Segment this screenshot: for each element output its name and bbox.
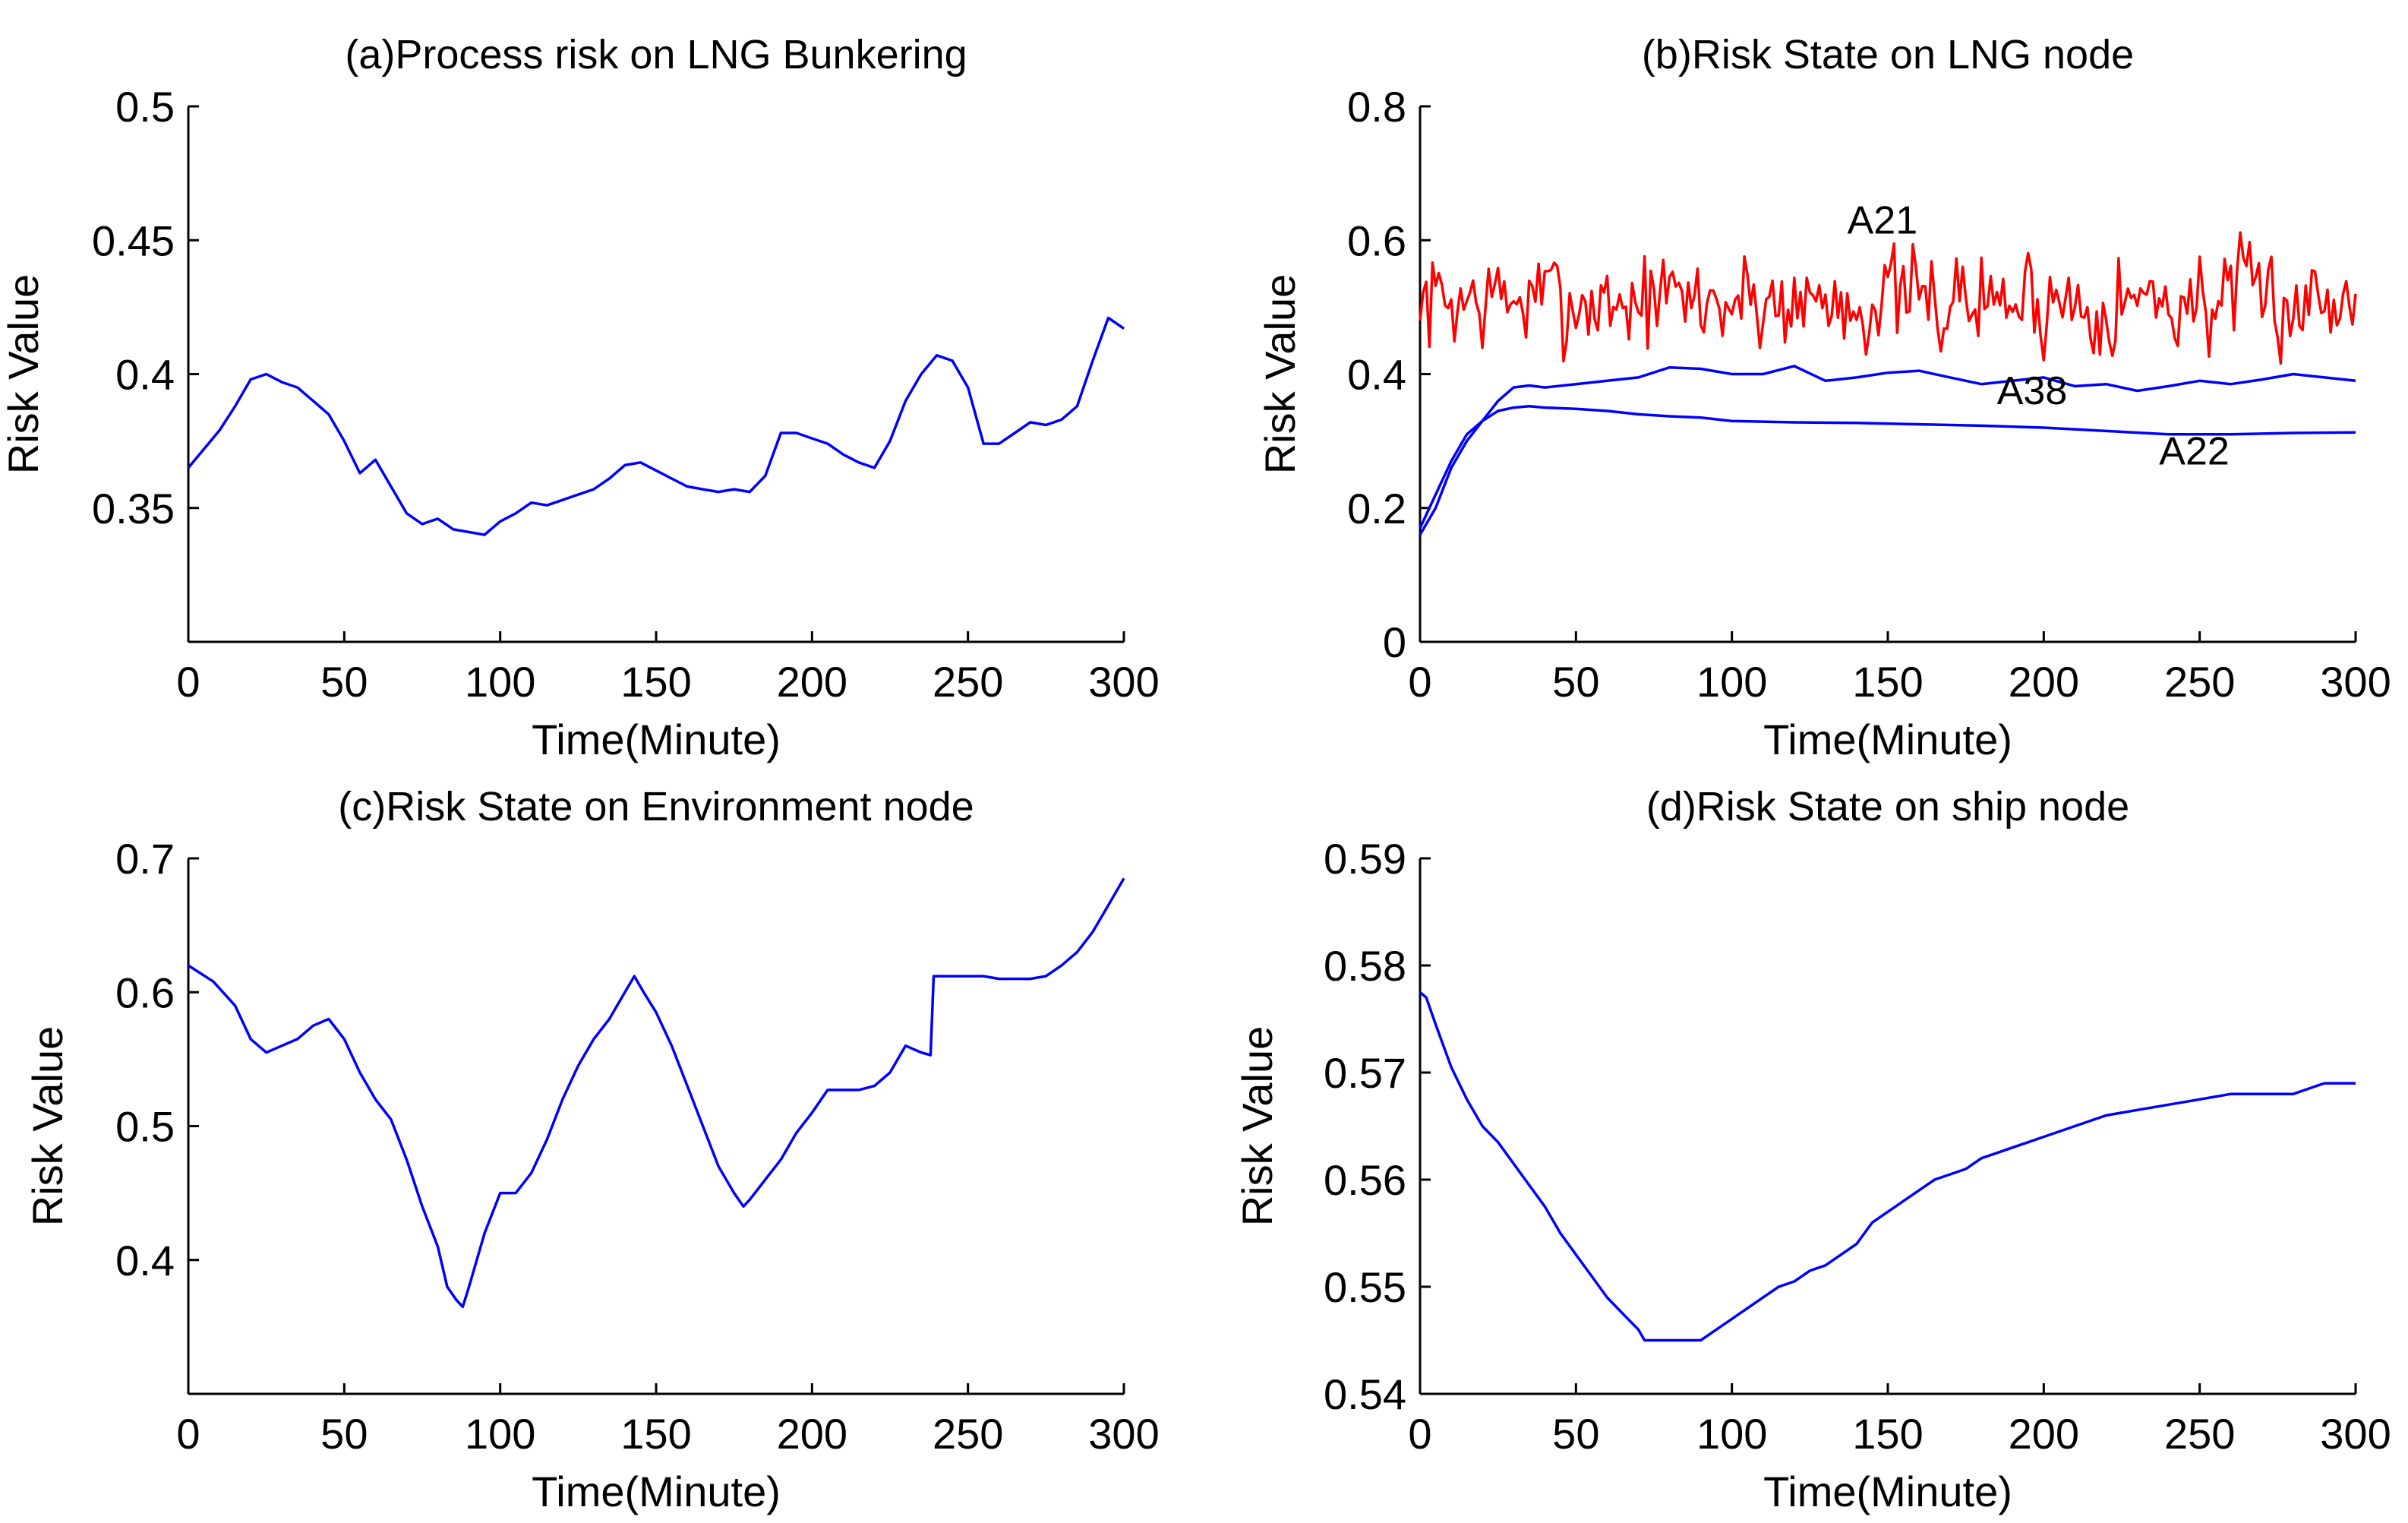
x-tick-label: 50 — [1552, 1410, 1599, 1458]
x-tick-label: 0 — [1408, 658, 1431, 706]
x-tick-label: 250 — [2164, 658, 2235, 706]
series-line-ship — [1419, 991, 2356, 1342]
y-tick-label: 0.45 — [92, 216, 175, 264]
x-tick-label: 100 — [1696, 1410, 1767, 1458]
y-tick-label: 0.5 — [115, 1103, 175, 1151]
y-tick-label: 0.59 — [1324, 835, 1406, 883]
x-axis-label: Time(Minute) — [1763, 1468, 2012, 1515]
x-tick-label: 100 — [465, 658, 535, 706]
y-tick-label: 0.56 — [1324, 1156, 1406, 1204]
x-tick-label: 50 — [1552, 658, 1599, 706]
y-tick-label: 0.4 — [1347, 351, 1406, 399]
x-tick-label: 200 — [2009, 1410, 2079, 1458]
x-tick-label: 50 — [320, 1410, 368, 1458]
x-tick-label: 200 — [2009, 658, 2079, 706]
x-tick-label: 250 — [933, 658, 1003, 706]
y-tick-label: 0.6 — [115, 968, 175, 1016]
x-tick-label: 300 — [2320, 658, 2391, 706]
y-tick-label: 0.35 — [92, 485, 175, 532]
x-axis-label: Time(Minute) — [532, 716, 781, 763]
x-tick-label: 0 — [1408, 1410, 1431, 1458]
x-tick-label: 200 — [777, 1410, 847, 1458]
y-tick-label: 0.8 — [1347, 83, 1406, 131]
y-tick-label: 0.58 — [1324, 942, 1406, 990]
x-tick-label: 150 — [620, 658, 691, 706]
y-tick-label: 0.4 — [115, 351, 175, 399]
x-axis-label: Time(Minute) — [1763, 716, 2012, 763]
x-tick-label: 300 — [2320, 1410, 2391, 1458]
chart-title: (c)Risk State on Environment node — [338, 784, 974, 829]
annotation-label: A21 — [1848, 198, 1918, 242]
series-line-process-risk — [187, 316, 1125, 536]
chart-c: (c)Risk State on Environment node 0 50 100 1… — [24, 784, 1160, 1515]
x-tick-label: 0 — [176, 1410, 200, 1458]
x-tick-label: 100 — [1696, 658, 1767, 706]
y-axis-label: Risk Value — [24, 1026, 71, 1227]
x-tick-label: 100 — [465, 1410, 535, 1458]
chart-title: (a)Process risk on LNG Bunkering — [345, 32, 967, 77]
y-tick-label: 0.55 — [1324, 1263, 1406, 1311]
x-tick-label: 0 — [176, 658, 200, 706]
y-tick-label: 0.2 — [1347, 485, 1406, 532]
x-tick-label: 300 — [1088, 1410, 1159, 1458]
chart-title: (b)Risk State on LNG node — [1642, 32, 2134, 77]
y-axis-label: Risk Value — [0, 274, 47, 475]
y-tick-label: 0 — [1383, 618, 1406, 666]
chart-d: (d)Risk State on ship node 0 50 100 150 200 25… — [1233, 784, 2391, 1515]
x-tick-label: 300 — [1088, 658, 1159, 706]
y-tick-label: 0.54 — [1324, 1370, 1406, 1418]
y-tick-label: 0.4 — [115, 1237, 175, 1284]
y-tick-label: 0.57 — [1324, 1049, 1406, 1097]
x-tick-label: 250 — [2164, 1410, 2235, 1458]
y-tick-label: 0.7 — [115, 835, 175, 883]
series-line-a21 — [1419, 231, 2357, 365]
y-tick-label: 0.5 — [115, 83, 175, 131]
series-line-environment — [188, 877, 1125, 1309]
chart-a: (a)Process risk on LNG Bunkering 0 50 100 15… — [0, 32, 1160, 763]
x-tick-label: 150 — [1852, 1410, 1923, 1458]
x-tick-label: 250 — [933, 1410, 1003, 1458]
x-tick-label: 200 — [777, 658, 847, 706]
y-tick-label: 0.6 — [1347, 216, 1406, 264]
chart-title: (d)Risk State on ship node — [1646, 784, 2129, 829]
annotation-label: A22 — [2159, 429, 2230, 473]
y-axis-label: Risk Value — [1256, 274, 1304, 475]
x-axis-label: Time(Minute) — [532, 1468, 781, 1515]
series-line-a22 — [1419, 405, 2356, 529]
x-tick-label: 150 — [1852, 658, 1923, 706]
x-tick-label: 150 — [620, 1410, 691, 1458]
chart-b: (b)Risk State on LNG node 0 50 100 150 200 250… — [1256, 32, 2391, 763]
x-tick-label: 50 — [320, 658, 368, 706]
series-line-a38 — [1419, 365, 2356, 536]
y-axis-label: Risk Value — [1233, 1026, 1281, 1227]
annotation-label: A38 — [1997, 369, 2068, 413]
